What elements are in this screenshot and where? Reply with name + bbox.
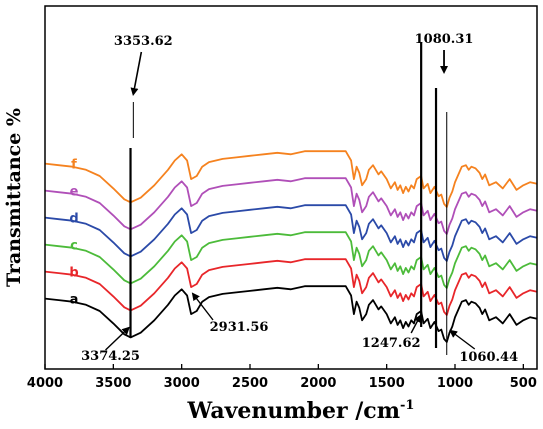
series-label-b: b: [69, 266, 78, 281]
x-axis-ticks: 4000 3500 3000 2500 2000 1500 1000 500: [27, 364, 537, 391]
arrow-1060: [449, 329, 476, 350]
arrow-2931: [191, 292, 214, 321]
x-axis-label-superscript: -1: [400, 398, 414, 413]
x-tick-label: 3500: [95, 376, 131, 391]
series-line-d: [44, 204, 538, 262]
annotation-3374-25: 3374.25: [81, 349, 140, 364]
arrow-1248: [410, 314, 422, 334]
x-tick-label: 3000: [164, 376, 200, 391]
series-line-b: [44, 258, 538, 316]
arrow-3374: [105, 326, 130, 351]
annotation-1247-62: 1247.62: [362, 336, 421, 351]
series-label-f: f: [71, 158, 77, 173]
series-label-a: a: [70, 293, 79, 308]
series-layer: [44, 150, 538, 343]
annotation-2931-56: 2931.56: [210, 320, 269, 335]
series-line-f: [44, 150, 538, 208]
annotation-1080-31: 1080.31: [415, 32, 474, 47]
y-axis-label: Transmittance %: [3, 108, 25, 287]
x-axis-label: Wavenumber /cm-1: [187, 398, 415, 424]
series-line-a: [44, 285, 538, 343]
x-axis-label-main: Wavenumber /cm: [187, 398, 400, 424]
series-label-d: d: [69, 212, 78, 227]
series-label-e: e: [70, 185, 79, 200]
x-tick-label: 1000: [437, 376, 473, 391]
series-label-c: c: [70, 239, 78, 254]
series-line-e: [44, 177, 538, 235]
x-tick-label: 2500: [232, 376, 268, 391]
annotations: 3353.62 3374.25 2931.56 1247.62 1080.31 1060.…: [81, 32, 518, 365]
x-tick-label: 500: [510, 376, 537, 391]
x-tick-label: 4000: [27, 376, 63, 391]
x-tick-label: 2000: [300, 376, 336, 391]
x-tick-label: 1500: [369, 376, 405, 391]
annotation-3353-62: 3353.62: [114, 34, 173, 49]
series-line-c: [44, 231, 538, 289]
annotation-1060-44: 1060.44: [459, 350, 518, 365]
arrow-3353: [130, 51, 143, 96]
plot-frame: [44, 5, 538, 370]
